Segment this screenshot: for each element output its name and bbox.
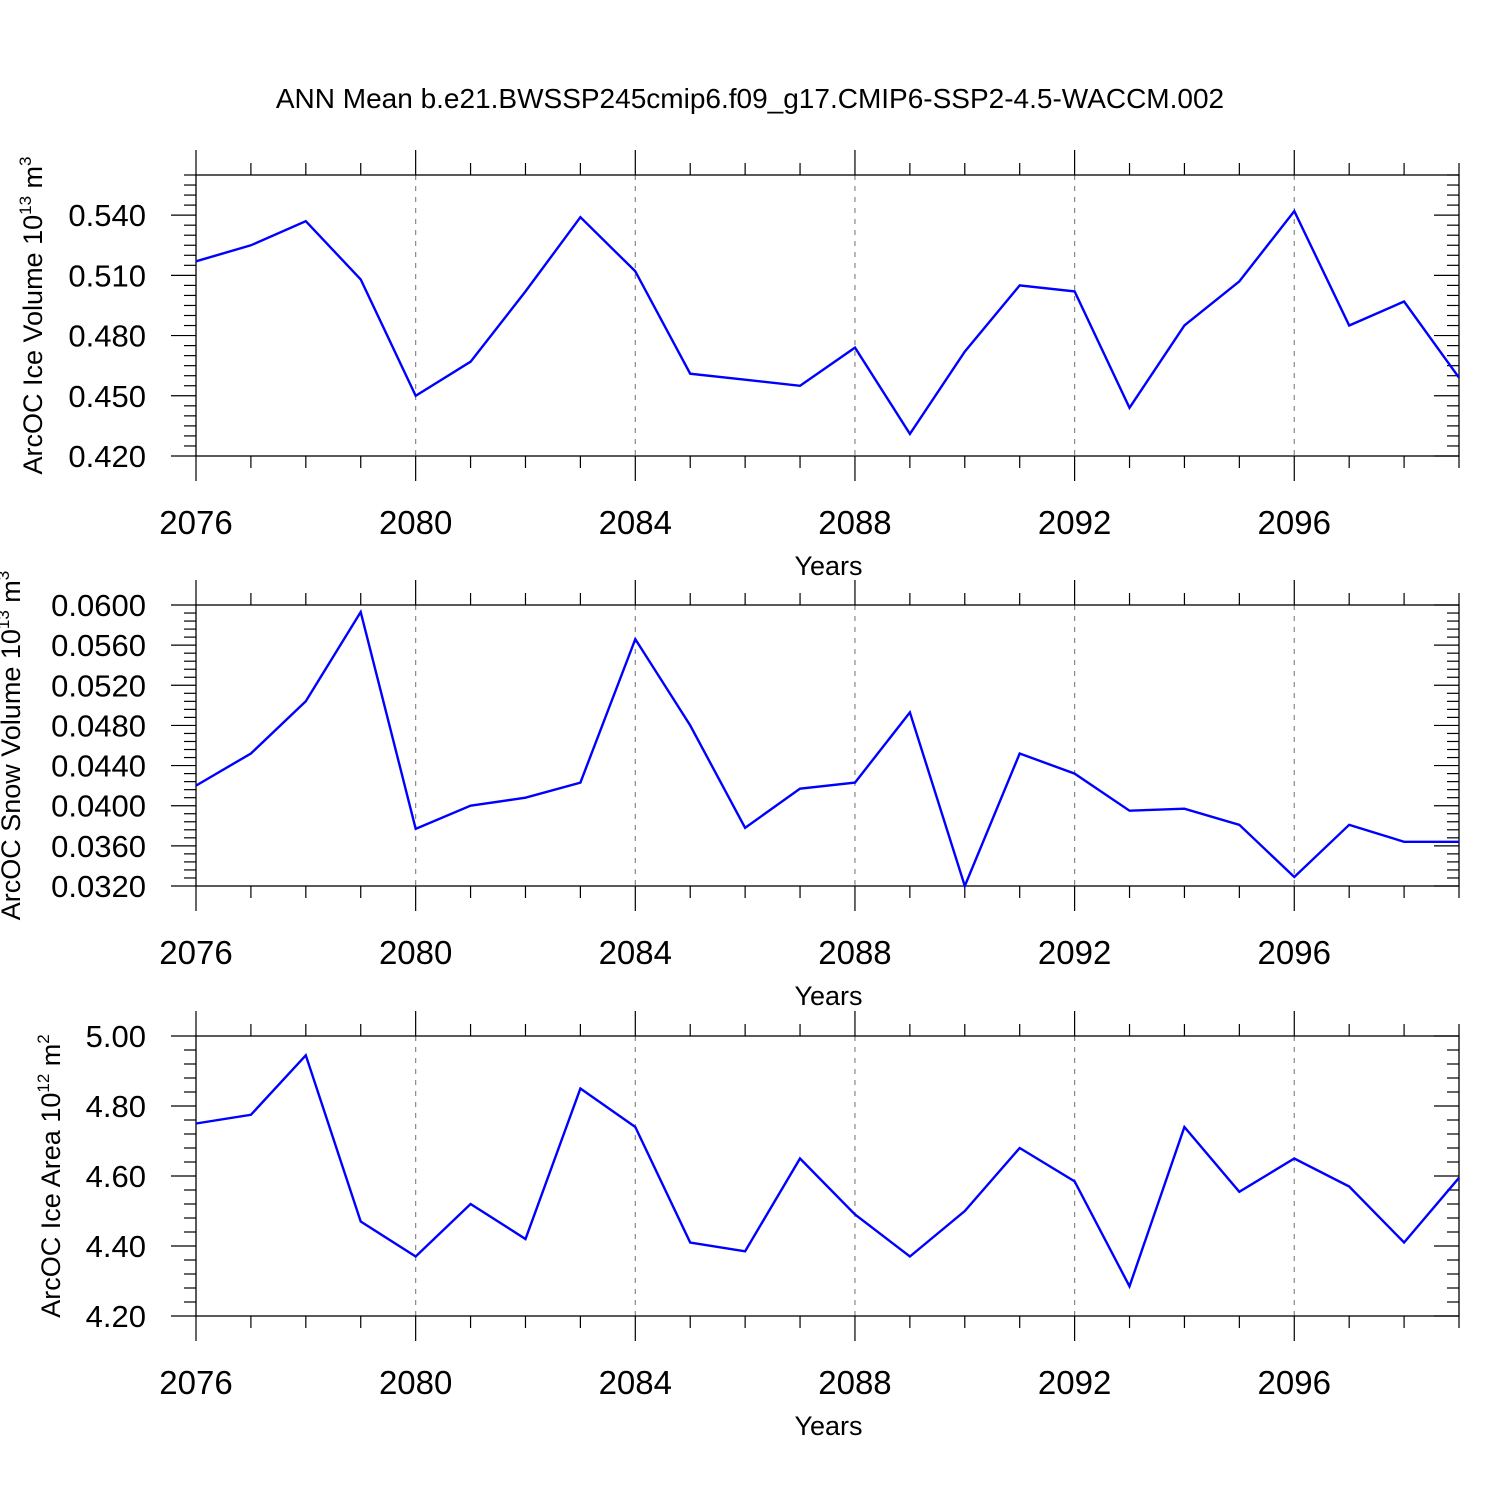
- y-tick-label: 0.0480: [51, 708, 146, 743]
- x-tick-label: 2088: [818, 1364, 891, 1401]
- x-tick-label: 2084: [599, 504, 672, 541]
- y-tick-label: 0.0600: [51, 588, 146, 623]
- y-tick-label: 5.00: [86, 1019, 146, 1054]
- x-tick-label: 2088: [818, 934, 891, 971]
- y-tick-label: 4.20: [86, 1299, 146, 1334]
- figure-title: ANN Mean b.e21.BWSSP245cmip6.f09_g17.CMI…: [276, 83, 1224, 114]
- plot-frame: [195, 604, 1460, 887]
- plot-frame: [195, 174, 1460, 457]
- y-tick-label: 0.420: [68, 439, 146, 474]
- y-tick-label: 0.450: [68, 379, 146, 414]
- panel-3: 2076 2080 2084 2088 2092 2096 Years 4.20 4.40 4.6…: [34, 1011, 1460, 1441]
- y-tick-label: 0.0560: [51, 628, 146, 663]
- y-axis-label-exponent: 13: [0, 610, 13, 629]
- y-axis-label: ArcOC Snow Volume 1013 m3: [0, 571, 26, 921]
- series-line: [195, 608, 1459, 890]
- x-tick-label: 2084: [599, 934, 672, 971]
- y-axis-label-unit: m: [0, 580, 26, 610]
- y-axis-label-text: ArcOC Ice Volume 10: [18, 215, 48, 475]
- x-tick-label: 2088: [818, 504, 891, 541]
- x-tick-label: 2084: [599, 1364, 672, 1401]
- y-axis-label: ArcOC Ice Area 1012 m2: [34, 1034, 66, 1318]
- y-axis-label: ArcOC Ice Volume 1013 m3: [16, 156, 48, 474]
- y-tick-label: 0.0320: [51, 869, 146, 904]
- y-tick-label: 0.510: [68, 258, 146, 293]
- series-line: [195, 1052, 1460, 1290]
- x-tick-label: 2080: [379, 1364, 452, 1401]
- y-axis-label-text: ArcOC Snow Volume 10: [0, 629, 26, 920]
- series-line: [195, 208, 1460, 437]
- x-tick-label: 2076: [159, 934, 232, 971]
- x-tick-label: 2096: [1258, 504, 1331, 541]
- y-tick-label: 0.480: [68, 319, 146, 354]
- y-tick-label: 0.540: [68, 198, 146, 233]
- x-axis-label: Years: [794, 1411, 862, 1441]
- x-tick-label: 2080: [379, 934, 452, 971]
- y-axis-label-unit-exponent: 2: [34, 1034, 53, 1043]
- y-axis-label-unit-exponent: 3: [0, 571, 13, 580]
- y-axis-label-text: ArcOC Ice Area 10: [36, 1093, 66, 1318]
- y-tick-label: 0.0400: [51, 789, 146, 824]
- y-tick-label: 0.0520: [51, 668, 146, 703]
- x-tick-label: 2092: [1038, 1364, 1111, 1401]
- x-tick-label: 2096: [1258, 1364, 1331, 1401]
- y-tick-label: 4.60: [86, 1159, 146, 1194]
- plot-frame: [195, 1035, 1460, 1317]
- x-axis-label: Years: [794, 981, 862, 1011]
- y-tick-label: 0.0360: [51, 829, 146, 864]
- x-tick-label: 2092: [1038, 504, 1111, 541]
- x-tick-label: 2080: [379, 504, 452, 541]
- x-tick-label: 2092: [1038, 934, 1111, 971]
- x-axis-label: Years: [794, 551, 862, 581]
- y-tick-label: 4.40: [86, 1229, 146, 1264]
- y-axis-label-unit: m: [36, 1044, 66, 1074]
- y-axis-label-exponent: 12: [34, 1074, 53, 1093]
- x-tick-label: 2076: [159, 504, 232, 541]
- y-tick-label: 4.80: [86, 1089, 146, 1124]
- panel-2: 2076 2080 2084 2088 2092 2096 Years 0.0320 0.036…: [0, 571, 1460, 1011]
- y-axis-label-unit: m: [18, 166, 48, 196]
- x-tick-label: 2096: [1258, 934, 1331, 971]
- y-axis-label-exponent: 13: [16, 196, 35, 215]
- x-tick-label: 2076: [159, 1364, 232, 1401]
- panel-1: 2076 2080 2084 2088 2092 2096 Years 0.420 0.450 0…: [16, 150, 1460, 581]
- y-tick-label: 0.0440: [51, 749, 146, 784]
- y-axis-label-unit-exponent: 3: [16, 156, 35, 165]
